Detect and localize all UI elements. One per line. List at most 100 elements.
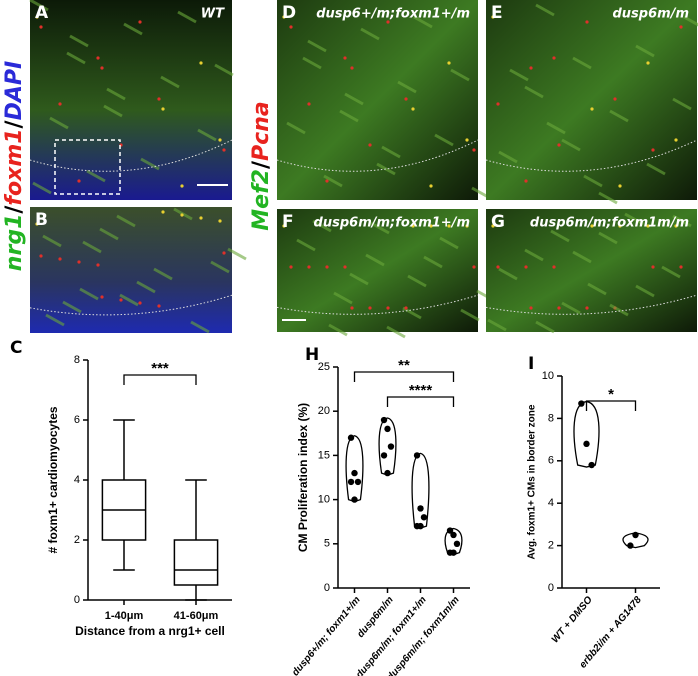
fiber xyxy=(32,181,52,195)
fiber xyxy=(646,162,666,176)
nucleus xyxy=(282,15,286,19)
fiber xyxy=(344,92,364,106)
y-tick-label: 6 xyxy=(74,414,80,426)
y-axis-label: # foxm1+ cardiomyocytes xyxy=(46,406,60,553)
nucleus xyxy=(39,254,43,258)
nucleus xyxy=(39,25,43,29)
nucleus xyxy=(157,304,161,308)
point xyxy=(627,542,634,549)
nucleus xyxy=(96,56,100,60)
x-tick-label: 1-40μm xyxy=(105,610,144,622)
nucleus xyxy=(343,265,347,269)
fiber xyxy=(29,0,49,12)
side-label-part: / xyxy=(2,205,27,214)
panel-letter: C xyxy=(10,338,22,358)
box xyxy=(173,539,219,586)
fiber xyxy=(302,56,322,70)
fiber xyxy=(561,301,581,315)
micrograph xyxy=(30,0,232,200)
fiber xyxy=(365,253,385,267)
nucleus xyxy=(651,265,655,269)
nucleus xyxy=(96,263,100,267)
fiber xyxy=(79,287,99,301)
fiber xyxy=(535,3,555,17)
bracket xyxy=(123,374,197,385)
panel-letter: A xyxy=(35,3,49,23)
nucleus xyxy=(180,184,184,188)
point xyxy=(413,452,421,459)
fiber xyxy=(413,15,433,29)
nucleus xyxy=(222,148,226,152)
point xyxy=(583,440,590,448)
nucleus xyxy=(529,66,533,70)
fiber xyxy=(598,191,618,205)
significance: * xyxy=(608,386,614,403)
nucleus xyxy=(590,224,594,228)
y-tick-label: 2 xyxy=(74,534,80,546)
fiber xyxy=(546,121,566,135)
nucleus xyxy=(282,224,286,228)
border-line xyxy=(276,139,479,172)
nucleus xyxy=(350,306,354,310)
fiber xyxy=(349,272,369,286)
nucleus xyxy=(618,184,622,188)
micrograph xyxy=(30,207,232,333)
fiber xyxy=(498,150,518,164)
fiber xyxy=(153,267,173,281)
fiber xyxy=(423,255,443,269)
y-tick-label: 15 xyxy=(318,449,330,461)
nucleus xyxy=(199,216,203,220)
side-label-part: / xyxy=(249,160,274,169)
nucleus xyxy=(590,107,594,111)
side-label-part: Pcna xyxy=(249,101,274,161)
y-tick-label: 4 xyxy=(548,497,554,509)
fiber xyxy=(119,293,139,307)
fiber xyxy=(572,250,592,264)
fiber xyxy=(381,145,401,159)
point xyxy=(384,469,391,477)
nucleus xyxy=(524,179,528,183)
fiber xyxy=(116,214,136,228)
nucleus xyxy=(411,224,415,228)
point xyxy=(351,496,358,503)
fiber xyxy=(434,133,454,147)
point xyxy=(380,452,388,459)
nucleus xyxy=(35,222,39,226)
fiber xyxy=(683,15,698,27)
nucleus xyxy=(557,143,561,147)
nucleus xyxy=(465,224,469,228)
nucleus xyxy=(386,306,390,310)
fiber xyxy=(370,221,390,235)
nucleus xyxy=(552,265,556,269)
nucleus xyxy=(119,298,123,302)
y-tick-label: 10 xyxy=(542,370,554,382)
bracket xyxy=(386,396,455,407)
panel-caption: dusp6+/m;foxm1+/m xyxy=(316,7,470,22)
significance: ** xyxy=(398,357,410,374)
nucleus xyxy=(447,224,451,228)
nucleus xyxy=(368,306,372,310)
micrograph xyxy=(486,0,697,200)
y-tick-label: 6 xyxy=(548,455,554,467)
point xyxy=(578,400,585,407)
y-tick-label: 10 xyxy=(318,494,330,506)
nucleus xyxy=(138,20,142,24)
fiber xyxy=(106,87,126,101)
nucleus xyxy=(404,97,408,101)
nucleus xyxy=(218,219,222,223)
nucleus xyxy=(411,107,415,111)
point xyxy=(387,443,395,450)
panel-caption: WT xyxy=(201,7,225,22)
fiber xyxy=(524,85,544,99)
y-tick-label: 25 xyxy=(318,361,330,373)
nucleus xyxy=(325,265,329,269)
fiber xyxy=(227,247,247,261)
panel-letter: G xyxy=(491,212,505,232)
violin xyxy=(573,400,600,468)
fiber xyxy=(210,260,230,274)
nucleus xyxy=(307,265,311,269)
fiber xyxy=(86,169,106,183)
panel-letter: E xyxy=(491,3,503,23)
x-tick-label: WT + DMSO xyxy=(550,594,595,645)
fiber xyxy=(535,320,555,334)
